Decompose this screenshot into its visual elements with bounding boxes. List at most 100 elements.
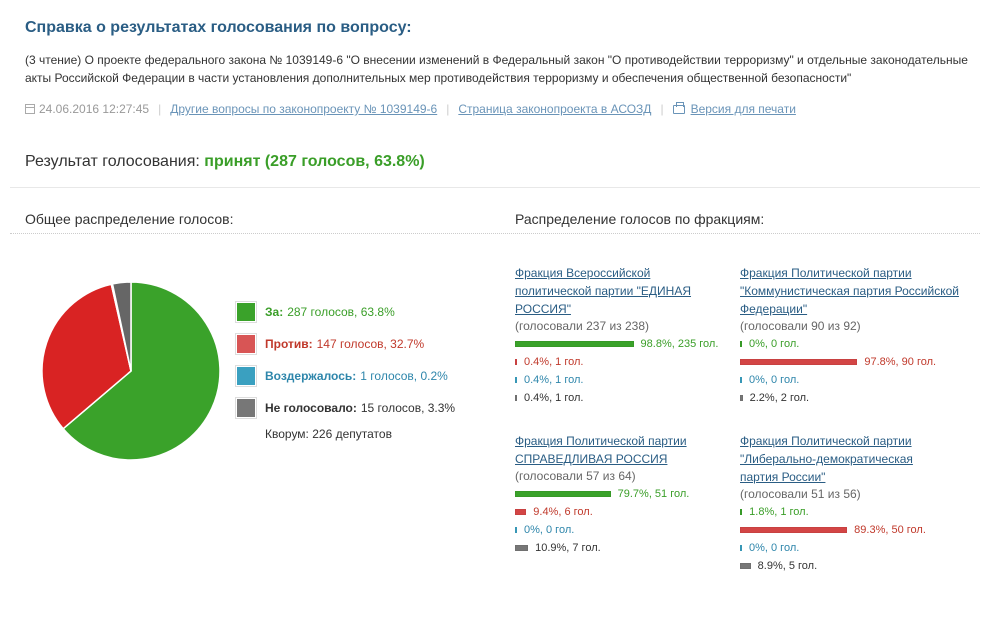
faction-bar-absent [515,545,529,551]
faction-bar-row-for: 1.8%, 1 гол. [740,503,940,521]
vote-pie-chart [41,281,221,461]
pie-slice-for [62,281,221,461]
separator: | [158,102,162,116]
legend-swatch-against [236,334,256,354]
separator: | [660,102,664,116]
legend-label: За: [265,305,284,319]
meta-bar: 24.06.2016 12:27:45 | Другие вопросы по … [25,101,796,116]
faction-bar-for [515,341,634,347]
faction-bar-label: 0.4%, 1 гол. [524,374,584,386]
legend-value: 147 голосов, 32.7% [316,337,425,351]
faction-bar-against [515,509,527,515]
faction-bar-row-absent: 8.9%, 5 гол. [740,557,940,575]
legend-value: 1 голосов, 0.2% [360,369,448,383]
faction-voted: (голосовали 51 из 56) [740,487,861,501]
faction-bar-for [740,341,742,347]
faction-bar-abstained [515,527,517,533]
faction-bar-row-against: 0.4%, 1 гол. [515,353,725,371]
faction-bar-row-for: 98.8%, 235 гол. [515,335,725,353]
faction-card: Фракция Политической партии "Коммунистич… [740,264,970,407]
faction-bar-label: 0%, 0 гол. [524,524,575,536]
faction-bar-label: 1.8%, 1 гол. [749,506,809,518]
faction-bar-row-for: 0%, 0 гол. [740,335,970,353]
faction-bars: 98.8%, 235 гол. 0.4%, 1 гол. 0.4%, 1 гол. 0… [515,335,725,407]
faction-card: Фракция Всероссийской политической парти… [515,264,725,407]
faction-bar-label: 0%, 0 гол. [749,542,800,554]
faction-voted: (голосовали 90 из 92) [740,319,861,333]
factions-heading: Распределение голосов по фракциям: [515,211,765,227]
page-title: Справка о результатах голосования по воп… [25,19,412,36]
faction-bar-label: 0%, 0 гол. [749,374,800,386]
faction-bar-row-against: 89.3%, 50 гол. [740,521,940,539]
faction-bar-row-absent: 2.2%, 2 гол. [740,389,970,407]
divider [10,233,980,234]
faction-bar-row-against: 97.8%, 90 гол. [740,353,970,371]
legend-abstained: Воздержалось: 1 голосов, 0.2% [236,360,455,392]
faction-bar-label: 8.9%, 5 гол. [757,560,818,572]
legend-swatch-for [236,302,256,322]
faction-bar-absent [515,395,517,401]
faction-bar-against [515,359,517,365]
faction-bars: 1.8%, 1 гол. 89.3%, 50 гол. 0%, 0 гол. 8.9%… [740,503,940,575]
faction-bar-label: 89.3%, 50 гол. [854,524,926,536]
legend-label: Воздержалось: [265,369,357,383]
legend-value: 15 голосов, 3.3% [360,401,456,415]
faction-name-link[interactable]: Фракция Политической партии "Либерально-… [740,434,913,484]
faction-bar-absent [740,395,743,401]
faction-bar-row-abstained: 0.4%, 1 гол. [515,371,725,389]
legend-label: Не голосовало: [265,401,357,415]
vote-result: Результат голосования: принят (287 голос… [25,153,425,171]
faction-bar-abstained [515,377,517,383]
legend-swatch-abstained [236,366,256,386]
separator: | [446,102,450,116]
pie-slice-against [41,283,132,430]
faction-bar-label: 10.9%, 7 гол. [535,542,601,554]
faction-bar-label: 97.8%, 90 гол. [864,356,937,368]
faction-bar-label: 0.4%, 1 гол. [524,356,584,368]
faction-bar-label: 79.7%, 51 гол. [617,488,690,500]
faction-bars: 79.7%, 51 гол. 9.4%, 6 гол. 0%, 0 гол. 10.9… [515,485,725,557]
legend-swatch-absent [236,398,256,418]
print-version-link[interactable]: Версия для печати [690,102,796,116]
faction-bar-for [740,509,743,515]
faction-card: Фракция Политической партии "Либерально-… [740,432,940,575]
result-value: принят (287 голосов, 63.8%) [204,153,425,170]
divider [10,187,980,188]
faction-bar-against [740,359,858,365]
asozd-link[interactable]: Страница законопроекта в АСОЗД [458,102,652,116]
faction-bar-row-absent: 0.4%, 1 гол. [515,389,725,407]
faction-bar-row-abstained: 0%, 0 гол. [740,371,970,389]
overall-heading: Общее распределение голосов: [25,211,234,227]
faction-bar-label: 2.2%, 2 гол. [749,392,810,404]
other-questions-link[interactable]: Другие вопросы по законопроекту № 103914… [170,102,438,116]
faction-bar-for [515,491,611,497]
bill-subject: (3 чтение) О проекте федерального закона… [25,53,968,85]
legend-against: Против: 147 голосов, 32.7% [236,328,455,360]
legend-value: 287 голосов, 63.8% [287,305,395,319]
faction-bar-label: 98.8%, 235 гол. [640,338,719,350]
faction-bar-row-against: 9.4%, 6 гол. [515,503,725,521]
legend-absent: Не голосовало: 15 голосов, 3.3% [236,392,455,424]
faction-card: Фракция Политической партии СПРАВЕДЛИВАЯ… [515,432,725,557]
faction-bar-row-abstained: 0%, 0 гол. [515,521,725,539]
pie-slice-absent [111,281,132,372]
faction-bars: 0%, 0 гол. 97.8%, 90 гол. 0%, 0 гол. 2.2%, … [740,335,970,407]
vote-datetime: 24.06.2016 12:27:45 [39,102,150,116]
legend-label: Против: [265,337,313,351]
faction-name-link[interactable]: Фракция Всероссийской политической парти… [515,266,692,316]
faction-bar-label: 0%, 0 гол. [749,338,800,350]
faction-name-link[interactable]: Фракция Политической партии "Коммунистич… [740,266,959,316]
faction-bar-abstained [740,377,742,383]
faction-bar-abstained [740,545,742,551]
faction-bar-against [740,527,848,533]
quorum-text: Кворум: 226 депутатов [265,427,392,441]
faction-bar-row-absent: 10.9%, 7 гол. [515,539,725,557]
faction-name-link[interactable]: Фракция Политической партии СПРАВЕДЛИВАЯ… [515,434,687,466]
legend-for: За: 287 голосов, 63.8% [236,296,455,328]
faction-bar-row-for: 79.7%, 51 гол. [515,485,725,503]
faction-bar-label: 0.4%, 1 гол. [524,392,584,404]
faction-bar-row-abstained: 0%, 0 гол. [740,539,940,557]
result-label: Результат голосования: [25,153,200,170]
printer-icon[interactable] [672,101,685,114]
faction-voted: (голосовали 57 из 64) [515,469,636,483]
